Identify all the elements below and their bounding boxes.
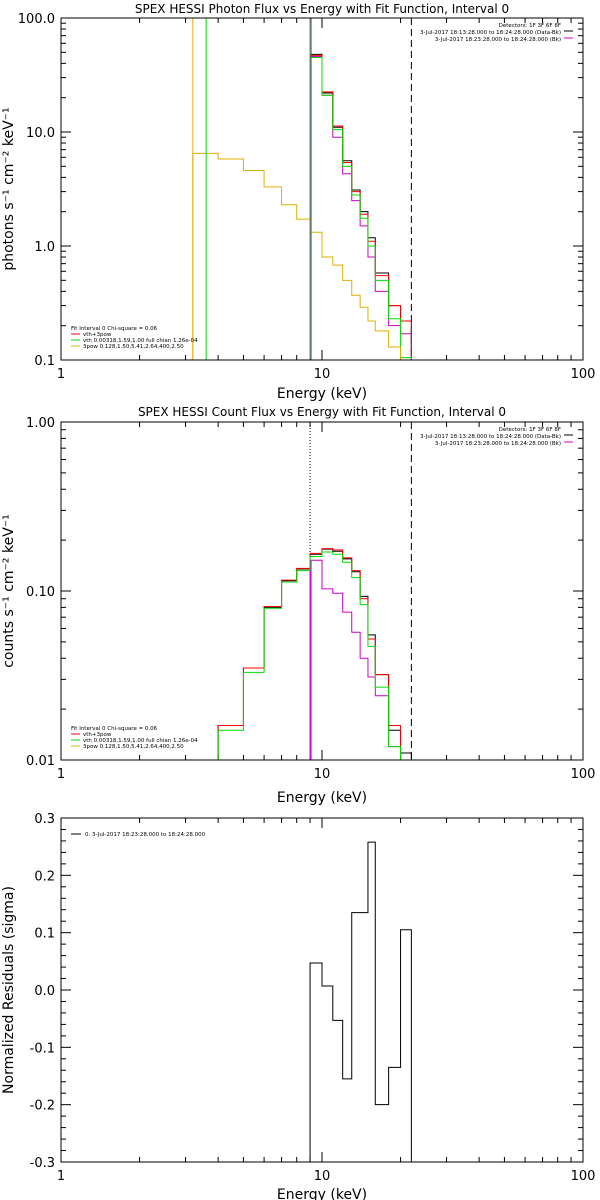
legend-bottom-entry: vth 0.00318,1.59,1.00 full chian 1.26e-0… [83, 738, 198, 744]
y-tick-label: 10.0 [26, 126, 55, 141]
legend-bottom-entry: vth+3pow [83, 732, 112, 738]
x-tick-label: 10 [314, 767, 331, 782]
series-3-line [309, 54, 412, 360]
legend-bottom-entry: 3pow 0.128,1.50,5.41,2.64,400,2.50 [83, 344, 184, 350]
legend-top-entry: 0. 3-Jul-2017 18:23:28.000 to 18:24:28.0… [85, 832, 206, 838]
legend-top-entry: 3-Jul-2017 18:13:28.000 to 18:24:28.000 … [420, 30, 561, 36]
x-tick-label: 10 [314, 1169, 331, 1184]
plot-area [192, 18, 412, 360]
plot-frame [60, 817, 584, 1163]
y-axis-label: counts s⁻¹ cm⁻² keV⁻¹ [1, 514, 17, 668]
series-4-line [309, 57, 412, 360]
x-tick-label: 1 [57, 367, 65, 382]
series-1-line [217, 548, 412, 760]
x-tick-label: 10 [314, 367, 331, 382]
legend-bottom-entry: vth+3pow [83, 332, 112, 338]
y-tick-label: 0.01 [26, 754, 55, 769]
y-tick-label: -0.3 [30, 1156, 55, 1171]
y-tick-label: 0.10 [26, 585, 55, 600]
y-tick-label: -0.1 [30, 1041, 55, 1056]
legend-top-entry: Detectors: 1F 3F 6F 8F [499, 23, 561, 29]
chart-panel-1: SPEX HESSI Photon Flux vs Energy with Fi… [1, 2, 596, 402]
plot-frame [60, 17, 584, 361]
chart-title: SPEX HESSI Count Flux vs Energy with Fit… [138, 405, 506, 419]
x-axis-label: Energy (keV) [277, 1187, 367, 1200]
legend-top-entry: Detectors: 1F 3F 6F 8F [499, 427, 561, 433]
y-axis-label: photons s⁻¹ cm⁻² keV⁻¹ [1, 107, 17, 270]
y-tick-label: 0.0 [34, 984, 55, 999]
legend-bottom-entry: vth 0.00318,1.59,1.00 full chian 1.26e-0… [83, 338, 198, 344]
series-3-line [217, 548, 412, 760]
plot-area [217, 422, 412, 760]
y-tick-label: 0.3 [34, 812, 55, 827]
legend-bottom-entry: Fit Interval 0 Chi-square = 0.06 [71, 726, 158, 732]
series-4-line [217, 551, 402, 760]
plot-frame [60, 421, 584, 761]
series-1-line [309, 53, 412, 360]
y-tick-label: 1.0 [34, 240, 55, 255]
y-tick-label: 0.1 [34, 354, 55, 369]
series-1-line [309, 841, 412, 1162]
legend-top-entry: 3-Jul-2017 18:23:28.000 to 18:24:28.000 … [435, 441, 561, 447]
legend-bottom-entry: Fit Interval 0 Chi-square = 0.06 [71, 326, 158, 332]
y-tick-label: 0.1 [34, 927, 55, 942]
y-axis-label: Normalized Residuals (sigma) [1, 886, 17, 1094]
y-tick-label: 0.2 [34, 869, 55, 884]
chart-panel-2: SPEX HESSI Count Flux vs Energy with Fit… [1, 405, 596, 806]
legend-bottom-entry: 3pow 0.128,1.50,5.41,2.64,400,2.50 [83, 744, 184, 750]
y-tick-label: 100.0 [18, 12, 55, 27]
x-axis-label: Energy (keV) [277, 790, 367, 806]
x-tick-label: 1 [57, 767, 65, 782]
plot-area [309, 841, 412, 1162]
x-tick-label: 1 [57, 1169, 65, 1184]
x-tick-label: 100 [571, 367, 596, 382]
x-axis-label: Energy (keV) [277, 386, 367, 402]
legend-top-entry: 3-Jul-2017 18:23:28.000 to 18:24:28.000 … [435, 37, 561, 43]
y-tick-label: 1.00 [26, 416, 55, 431]
series-5-line [192, 152, 402, 360]
chart-title: SPEX HESSI Photon Flux vs Energy with Fi… [135, 2, 509, 16]
legend-top-entry: 3-Jul-2017 18:13:28.000 to 18:24:28.000 … [420, 434, 561, 440]
x-tick-label: 100 [571, 1169, 596, 1184]
y-tick-label: -0.2 [30, 1099, 55, 1114]
x-tick-label: 100 [571, 767, 596, 782]
chart-panel-3: 1 10 100 -0.3 -0.2 -0.1 0.0 0.1 0.2 0.3 Energy (ke… [1, 812, 596, 1200]
